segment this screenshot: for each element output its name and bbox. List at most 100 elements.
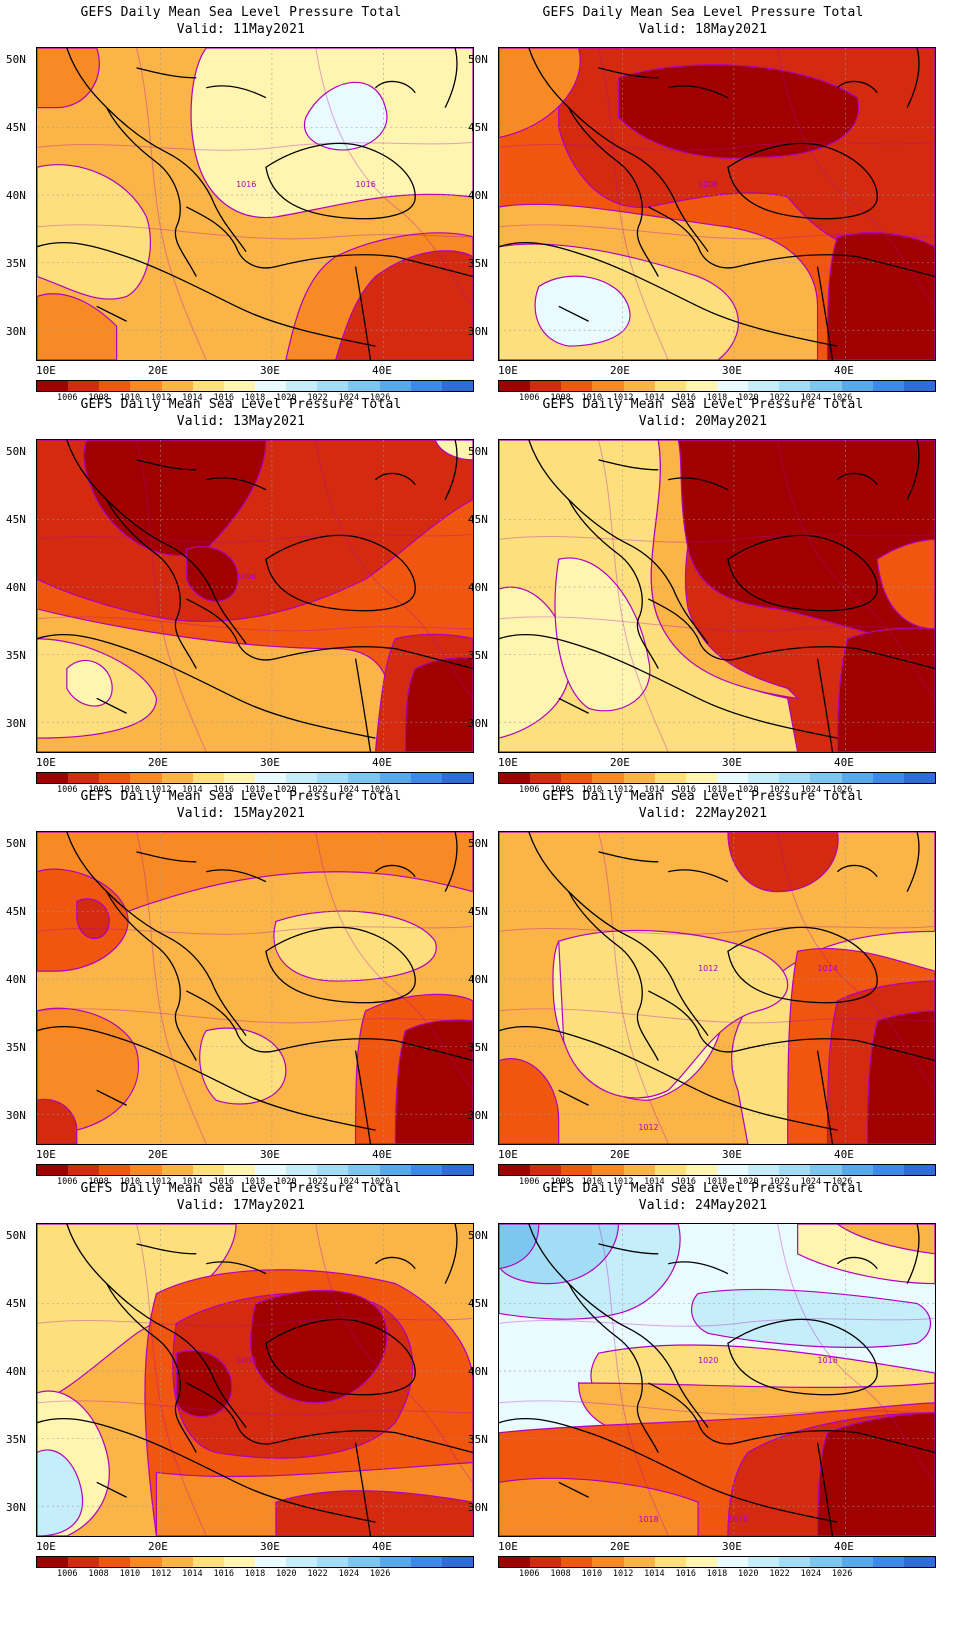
isobar-line (136, 832, 207, 1144)
coastline (186, 206, 277, 269)
pressure-region (876, 538, 935, 630)
isobar-line (37, 925, 473, 935)
colorbar-level-label: 1026 (831, 785, 853, 795)
latitude-label: 50N (6, 445, 26, 458)
isobar-line (37, 533, 473, 543)
isobar-line (37, 1008, 473, 1024)
latitude-label: 35N (6, 649, 26, 662)
coastline (374, 80, 416, 94)
colorbar-level-label: 1008 (550, 1177, 571, 1187)
colorbar-level-label: 1006 (57, 1177, 78, 1187)
latitude-label: 45N (468, 905, 488, 918)
panel-valid-date: Valid: 18May2021 (638, 22, 768, 37)
coastline (568, 1283, 709, 1429)
longitude-label: 40E (372, 1148, 392, 1161)
coastline (648, 990, 739, 1053)
colorbar-level-label: 1006 (57, 393, 78, 403)
colorbar-level-label: 1018 (706, 393, 728, 403)
isobar-line (37, 1400, 473, 1416)
coastline (444, 48, 458, 108)
pressure-region (499, 1224, 540, 1270)
latitude-label: 40N (6, 1365, 26, 1378)
colorbar-swatch (99, 773, 131, 783)
colorbar-swatch (68, 1165, 100, 1175)
pressure-region (335, 250, 473, 360)
colorbar-level-label: 1014 (644, 785, 665, 795)
longitude-label: 40E (834, 364, 854, 377)
longitude-label: 10E (498, 1540, 518, 1553)
colorbar-swatch (68, 773, 100, 783)
colorbar-swatch (223, 381, 255, 391)
pressure-region (37, 1007, 139, 1131)
colorbar-swatch (286, 381, 318, 391)
panel-title: GEFS Daily Mean Sea Level Pressure Total (80, 789, 402, 804)
colorbar-level-label: 1014 (644, 1177, 665, 1187)
colorbar-level-label: 1016 (675, 785, 696, 795)
coastline (816, 1050, 834, 1144)
colorbar-level-label: 1010 (581, 1569, 603, 1579)
colorbar-level-label: 1012 (150, 1177, 172, 1187)
colorbar-level-label: 1012 (150, 785, 172, 795)
coastline (598, 67, 659, 79)
colorbar-level-label: 1024 (338, 785, 360, 795)
colorbar-level-label: 1020 (738, 785, 759, 795)
coastline (528, 48, 659, 277)
coastline (499, 1417, 838, 1523)
colorbar-swatch (903, 381, 935, 391)
contour-label: 1018 (818, 1356, 838, 1365)
coastline (836, 1256, 878, 1270)
latitude-label: 45N (6, 905, 26, 918)
colorbar-level-label: 1024 (338, 1569, 360, 1579)
colorbar-swatch (317, 1557, 349, 1567)
colorbar-swatch (410, 381, 442, 391)
pressure-region (273, 910, 437, 982)
panel-valid-date: Valid: 13May2021 (176, 414, 306, 429)
longitude-label: 10E (498, 756, 518, 769)
longitude-label: 40E (372, 1540, 392, 1553)
longitude-label: 20E (148, 1148, 168, 1161)
colorbar-swatch (810, 1557, 842, 1567)
colorbar (498, 380, 936, 392)
latitude-label: 45N (468, 121, 488, 134)
latitude-label: 50N (6, 53, 26, 66)
coastline (37, 1025, 376, 1131)
pressure-region (499, 1477, 699, 1536)
latitude-label: 30N (6, 325, 26, 338)
colorbar-swatch (810, 381, 842, 391)
colorbar-swatch (530, 1165, 562, 1175)
map-panel: GEFS Daily Mean Sea Level Pressure Total… (462, 392, 944, 802)
latitude-label: 50N (468, 445, 488, 458)
colorbar-level-label: 1024 (800, 393, 822, 403)
coastline (265, 926, 416, 1004)
colorbar-swatch (903, 773, 935, 783)
isobar-line (499, 1317, 935, 1327)
colorbar-swatch (499, 773, 531, 783)
colorbar (36, 1556, 474, 1568)
panel-valid-date: Valid: 20May2021 (638, 414, 768, 429)
colorbar-swatch (685, 1165, 717, 1175)
colorbar-swatch (37, 381, 69, 391)
pressure-region (303, 81, 388, 151)
pressure-region (199, 1027, 287, 1105)
colorbar-level-label: 1012 (150, 393, 172, 403)
colorbar-swatch (841, 773, 873, 783)
colorbar-swatch (623, 1557, 655, 1567)
coastline (906, 1224, 920, 1284)
colorbar-level-label: 1018 (706, 1177, 728, 1187)
colorbar-swatch (872, 773, 904, 783)
colorbar-swatch (654, 773, 686, 783)
map-panel: GEFS Daily Mean Sea Level Pressure Total… (0, 392, 482, 802)
colorbar-level-label: 1026 (369, 785, 391, 795)
panel-title: GEFS Daily Mean Sea Level Pressure Total (80, 1181, 402, 1196)
pressure-region (37, 1224, 237, 1404)
longitude-label: 30E (722, 1540, 742, 1553)
colorbar-swatch (499, 381, 531, 391)
coastline (558, 1481, 589, 1498)
colorbar-level-label: 1026 (831, 1177, 853, 1187)
colorbar-swatch (530, 1557, 562, 1567)
coastline (444, 1224, 458, 1284)
colorbar-swatch (903, 1165, 935, 1175)
map-panel: GEFS Daily Mean Sea Level Pressure Total… (462, 784, 944, 1194)
coastline (906, 48, 920, 108)
latitude-label: 45N (468, 1297, 488, 1310)
